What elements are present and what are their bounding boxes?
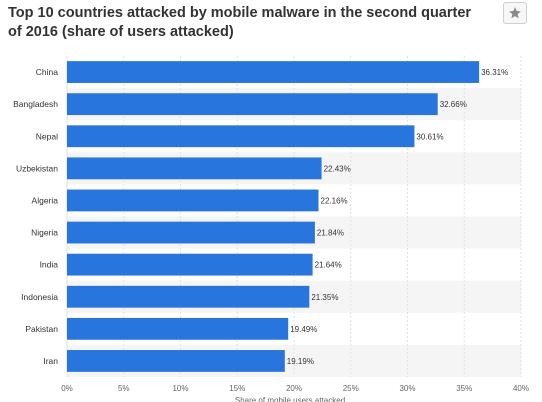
value-label: 21.84% xyxy=(317,229,344,238)
bar xyxy=(67,221,315,244)
favorite-button[interactable] xyxy=(503,2,527,24)
value-label: 21.35% xyxy=(311,293,338,302)
bar xyxy=(67,285,310,308)
category-label: Algeria xyxy=(32,195,59,205)
chart-title: Top 10 countries attacked by mobile malw… xyxy=(8,5,472,40)
bar xyxy=(67,189,319,212)
category-label: Bangladesh xyxy=(13,99,58,109)
category-label: Uzbekistan xyxy=(16,163,58,173)
bar xyxy=(67,350,285,372)
bar xyxy=(67,317,289,340)
category-label: Iran xyxy=(43,356,58,366)
value-label: 22.16% xyxy=(321,196,348,205)
x-tick-label: 15% xyxy=(229,384,245,393)
category-label: Nigeria xyxy=(31,228,58,238)
category-label: Indonesia xyxy=(21,292,58,302)
bar xyxy=(67,61,480,83)
star-icon xyxy=(509,7,521,19)
x-tick-label: 20% xyxy=(286,384,302,393)
x-tick-label: 0% xyxy=(61,384,73,393)
bar xyxy=(67,253,313,276)
x-tick-label: 10% xyxy=(172,384,188,393)
value-label: 32.66% xyxy=(440,100,467,109)
x-tick-label: 5% xyxy=(118,384,130,393)
bar xyxy=(67,125,415,148)
bar-chart: 0% 5% 10% 15% 20% 25% 30% 35% 40% China 36.31% Bang… xyxy=(13,56,529,402)
category-label: India xyxy=(40,260,59,270)
bar xyxy=(67,157,322,180)
x-tick-label: 40% xyxy=(513,384,529,393)
value-label: 30.61% xyxy=(416,132,443,141)
x-tick-label: 25% xyxy=(343,384,359,393)
category-label: Pakistan xyxy=(25,324,58,334)
value-label: 21.64% xyxy=(315,261,342,270)
x-axis-title: Share of mobile users attacked xyxy=(235,396,345,402)
x-tick-label: 30% xyxy=(399,384,415,393)
bar xyxy=(67,93,438,116)
category-label: Nepal xyxy=(36,131,58,141)
value-label: 22.43% xyxy=(324,164,351,173)
value-label: 36.31% xyxy=(481,68,508,77)
category-label: China xyxy=(36,67,58,77)
x-tick-label: 35% xyxy=(456,384,472,393)
value-label: 19.49% xyxy=(290,325,317,334)
value-label: 19.19% xyxy=(287,357,314,366)
